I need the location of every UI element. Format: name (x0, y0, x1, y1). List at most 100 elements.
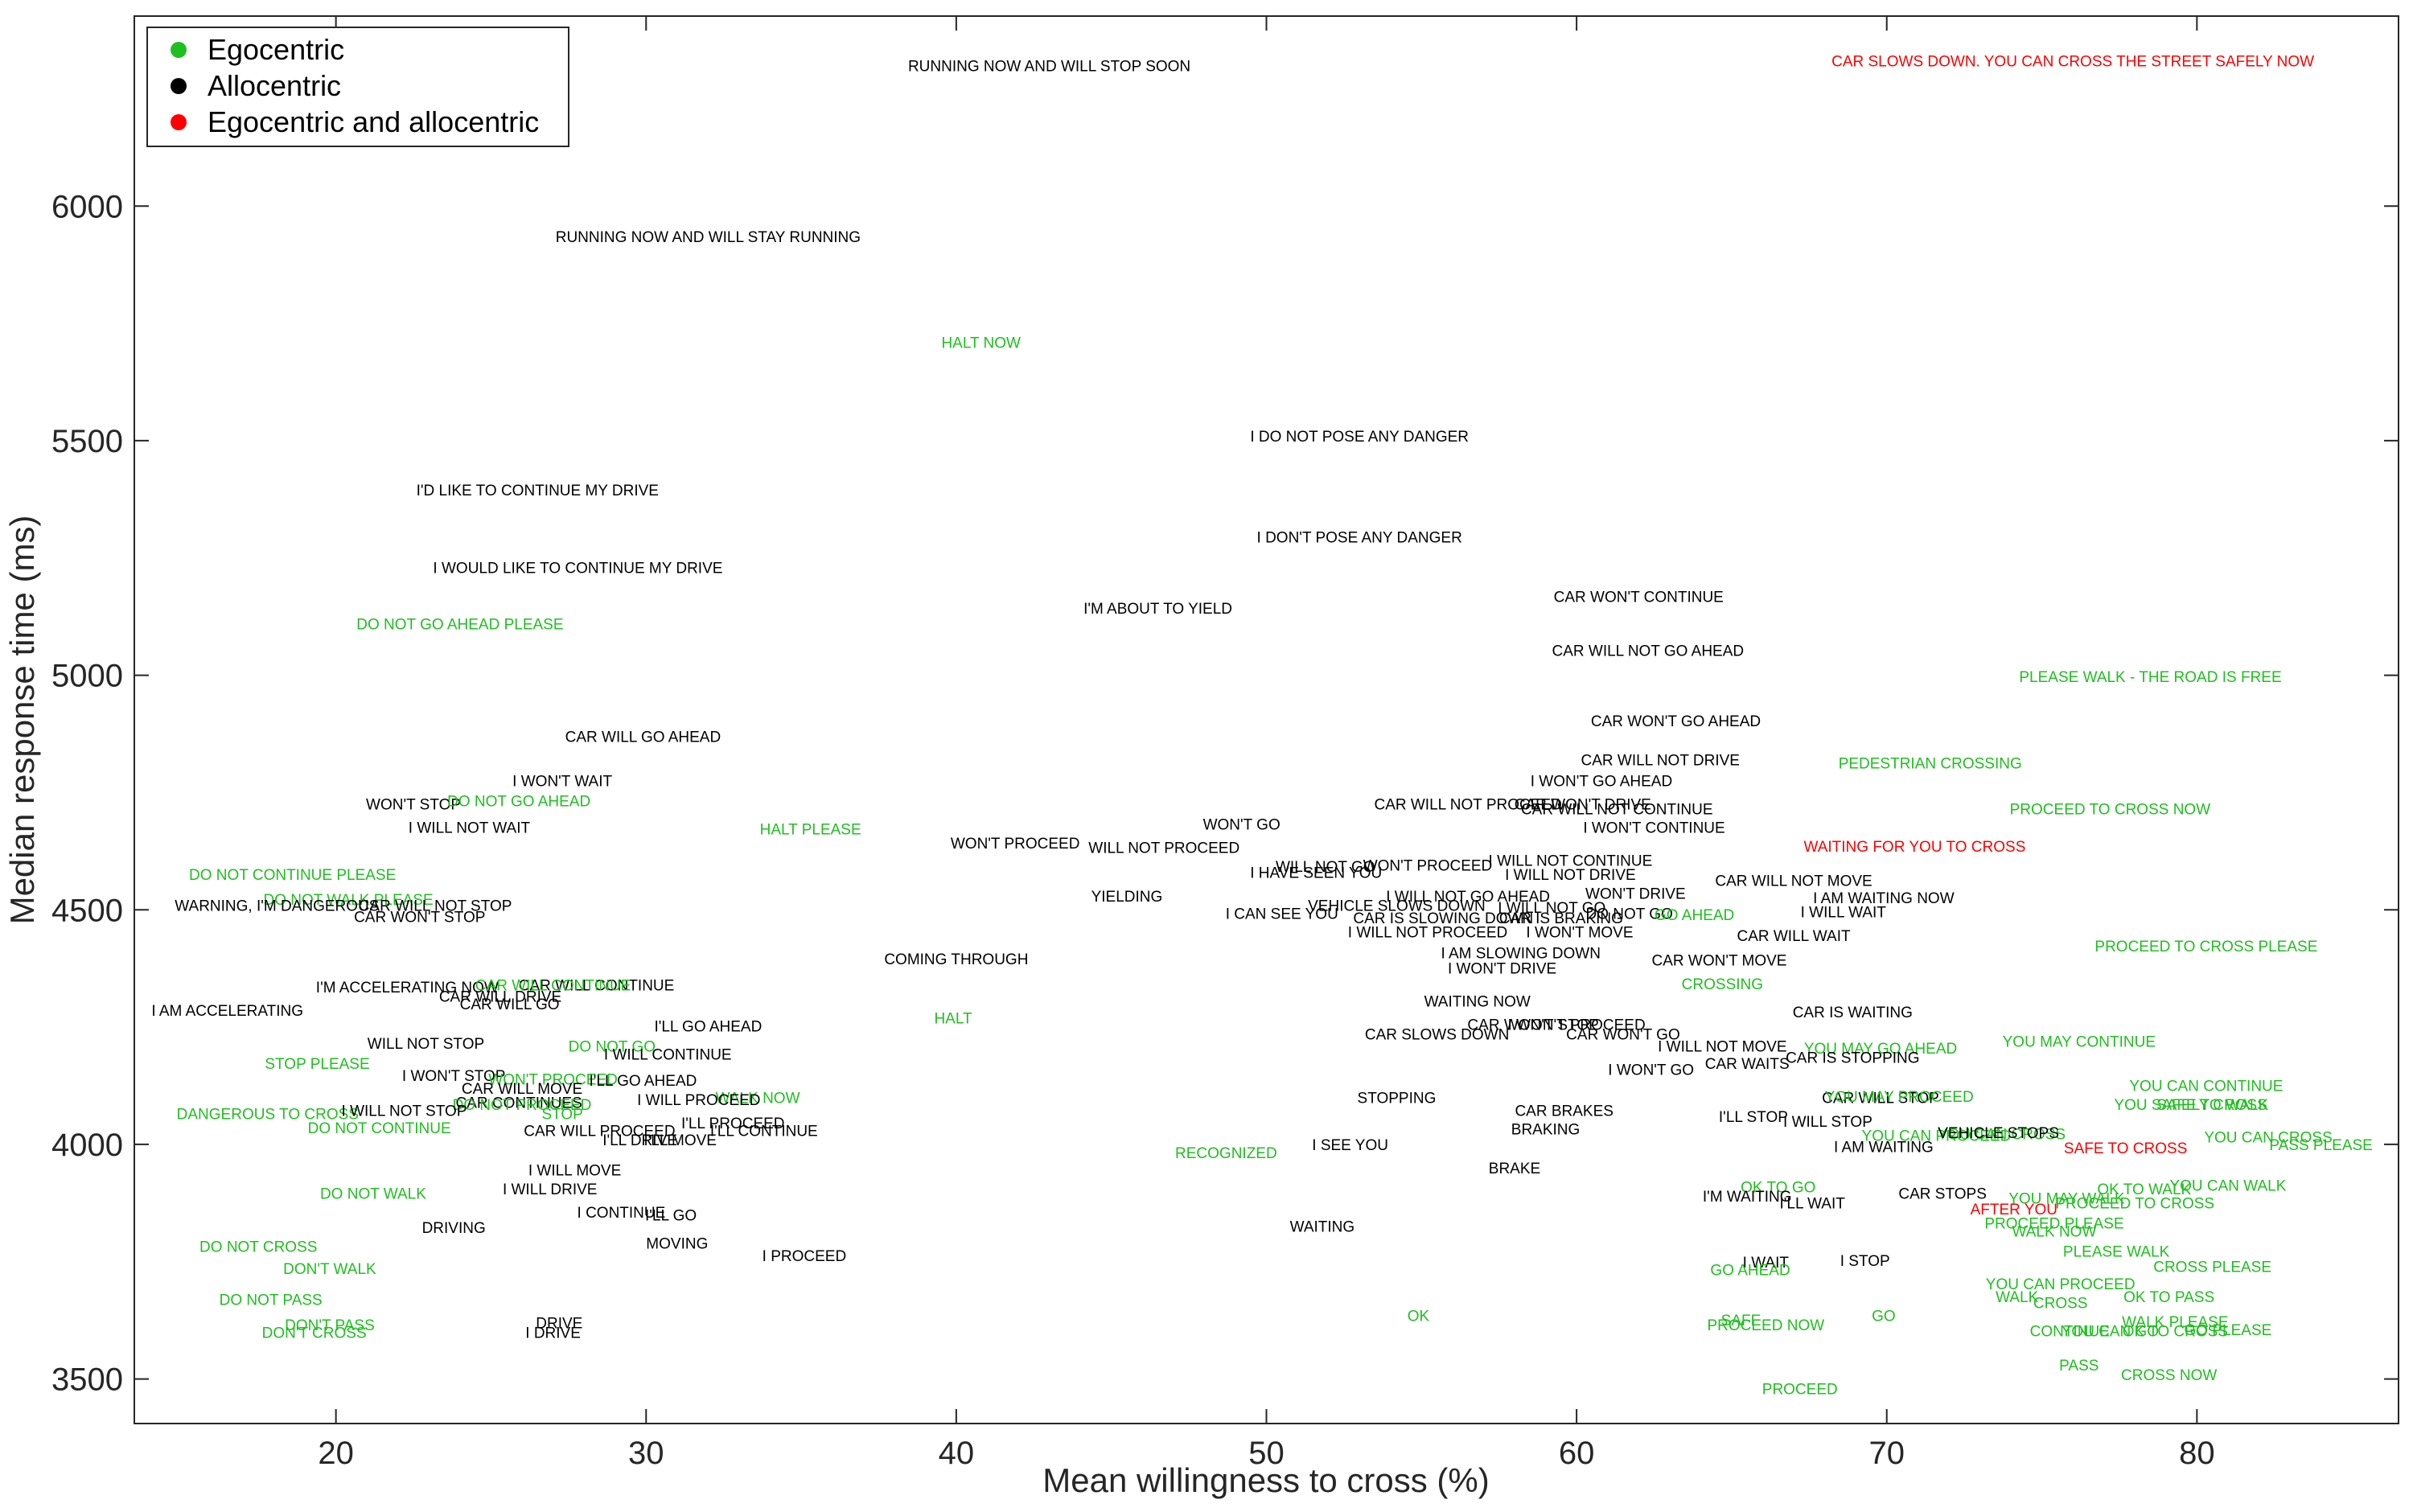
data-point-label: I CAN SEE YOU (1226, 906, 1338, 922)
data-point-label: VEHICLE SLOWS DOWN (1308, 898, 1486, 914)
axis-titles: Mean willingness to cross (%) Median res… (3, 516, 1490, 1499)
data-point-label: CAR STOPS (1898, 1186, 1986, 1203)
data-point-label: YOU MAY GO AHEAD (1804, 1041, 1957, 1058)
data-point-label: I'D LIKE TO CONTINUE MY DRIVE (417, 483, 659, 499)
data-point-label: GO PLEASE (2185, 1322, 2272, 1339)
data-point-label: DO NOT GO (1585, 906, 1672, 922)
data-point-label: I WILL DRIVE (503, 1181, 598, 1198)
data-point-label: WARNING, I'M DANGEROUS (175, 898, 379, 914)
data-point-label: I WON'T DRIVE (1448, 961, 1556, 978)
data-point-label: I WILL NOT PROCEED (1348, 925, 1507, 942)
data-point-label: I CONTINUE (578, 1205, 666, 1222)
data-point-label: I'LL GO AHEAD (654, 1018, 762, 1035)
data-point-label: I WILL PROCEED (637, 1092, 760, 1109)
data-point-label: I WON'T GO AHEAD (1531, 773, 1672, 790)
axis-ticks: 20 30 40 50 60 70 80 3500 4000 4500 5000 5500 6000 (51, 16, 2399, 1471)
data-point-label: CONTINUE (2030, 1324, 2110, 1341)
legend-label: Egocentric and allocentric (208, 105, 539, 138)
legend-label: Egocentric (208, 33, 344, 66)
data-point-label: I DRIVE (525, 1325, 581, 1341)
data-point-label: CROSS (2033, 1296, 2088, 1313)
data-point-label: DO NOT PROCEED (453, 1097, 592, 1114)
data-point-label: CROSSING (1682, 976, 1763, 993)
data-point-label: MOVING (646, 1235, 708, 1252)
data-point-label: CAR WILL STOP (1822, 1091, 1939, 1107)
data-point-label: BRAKE (1489, 1161, 1540, 1177)
legend-box (146, 27, 569, 147)
y-tick-label: 5000 (51, 659, 123, 694)
data-point-label: WALK NOW (716, 1091, 800, 1107)
data-point-label: I WILL NOT WAIT (409, 820, 531, 837)
y-tick-label: 3500 (51, 1362, 123, 1398)
data-point-label: I WILL CONTINUE (604, 1046, 732, 1063)
data-point-label: I WILL NOT GO (1498, 900, 1605, 917)
data-point-label: CAR WON'T DRIVE (1515, 796, 1651, 813)
data-point-label: I'LL CONTINUE (710, 1123, 818, 1140)
legend-marker (171, 114, 187, 130)
data-point-label: YOU MAY CONTINUE (2003, 1034, 2156, 1051)
data-point-label: DO NOT WALK (320, 1186, 426, 1203)
data-point-label: DO NOT GO AHEAD PLEASE (356, 616, 563, 633)
data-point-label: CAR WILL WAIT (1737, 928, 1850, 945)
data-point-label: CAR CONTINUES (456, 1095, 582, 1111)
data-point-label: I WON'T WAIT (512, 773, 612, 790)
data-point-label: I'LL MOVE (643, 1132, 717, 1149)
data-point-label: WON'T STOP (366, 796, 461, 813)
data-point-label: I HAVE SEEN YOU (1250, 865, 1382, 882)
data-point-label: RUNNING NOW AND WILL STOP SOON (908, 58, 1190, 75)
data-point-label: GO AHEAD (1655, 907, 1734, 924)
data-point-label: I'LL WAIT (1779, 1195, 1845, 1212)
data-point-label: WILL NOT PROCEED (1088, 840, 1239, 857)
data-point-label: STOP PLEASE (265, 1056, 369, 1073)
data-point-label: VEHICLE STOPS (1938, 1125, 2059, 1142)
data-point-label: I WILL NOT MOVE (1658, 1038, 1786, 1055)
data-point-label: CAR WILL GO (460, 996, 560, 1013)
data-point-label: CAR WILL PROCEED (524, 1123, 675, 1140)
data-point-label: I DON'T POSE ANY DANGER (1257, 530, 1462, 547)
legend-marker (171, 42, 187, 58)
data-point-label: I'LL GO AHEAD (589, 1073, 697, 1090)
x-tick-label: 70 (1868, 1436, 1905, 1471)
data-point-label: I WOULD LIKE TO CONTINUE MY DRIVE (433, 560, 722, 577)
data-point-label: WAITING FOR YOU TO CROSS (1803, 839, 2025, 856)
data-point-label: CAR WILL MOVE (462, 1081, 582, 1098)
data-point-label: CAR WILL DRIVE (439, 989, 561, 1006)
y-tick-label: 5500 (51, 424, 123, 459)
x-tick-label: 20 (318, 1436, 354, 1471)
data-point-label: DON'T CROSS (262, 1325, 367, 1341)
data-point-label: YOU CAN CROSS (2204, 1130, 2332, 1147)
data-point-label: DO NOT CONTINUE (308, 1120, 451, 1137)
data-point-label: CAR WILL NOT MOVE (1715, 873, 1872, 890)
data-point-label: CAR WON'T STOP (354, 909, 485, 926)
data-point-label: DO NOT WALK PLEASE (263, 892, 433, 909)
data-point-label: YOU CAN GO (2062, 1324, 2159, 1341)
data-point-label: GO (1872, 1308, 1896, 1325)
x-tick-label: 50 (1248, 1436, 1285, 1471)
x-axis-title: Mean willingness to cross (%) (1042, 1461, 1490, 1499)
data-point-label: YOU CAN CROSS (1938, 1127, 2066, 1144)
data-point-label: YOU CAN WALK (2169, 1178, 2286, 1195)
data-point-label: OK TO GO (1741, 1179, 1815, 1196)
data-point-label: CAR WILL CONTINUE (475, 978, 631, 995)
data-point-label: CAR IS STOPPING (1786, 1050, 1919, 1066)
data-point-label: WON'T PROCEED (951, 836, 1080, 853)
data-point-label: CAR SLOWS DOWN (1365, 1026, 1509, 1043)
data-point-label: I'LL DRIVE (602, 1132, 677, 1149)
data-point-label: I WILL NOT STOP (342, 1103, 467, 1120)
data-point-label: PROCEED NOW (1707, 1317, 1824, 1334)
data-point-label: RUNNING NOW AND WILL STAY RUNNING (556, 229, 861, 246)
data-point-label: CAR IS SLOWING DOWN (1353, 910, 1533, 927)
data-point-label: DANGEROUS TO CROSS (177, 1106, 359, 1123)
data-point-label: I'LL STOP (1719, 1109, 1788, 1126)
data-point-label: YOU MAY PROCEED (1825, 1089, 1974, 1106)
data-point-label: CAR WON'T MOVE (1652, 953, 1787, 970)
data-point-label: CAR WILL NOT STOP (359, 898, 512, 914)
data-point-label: PROCEED TO CROSS PLEASE (2094, 939, 2317, 955)
data-point-label: WALK PLEASE (2122, 1314, 2228, 1331)
data-point-label: CAR BRAKES (1515, 1103, 1613, 1120)
data-point-label: YOU CAN PROCEED (1862, 1128, 2012, 1144)
data-point-label: CAR IS BRAKING (1499, 910, 1623, 927)
